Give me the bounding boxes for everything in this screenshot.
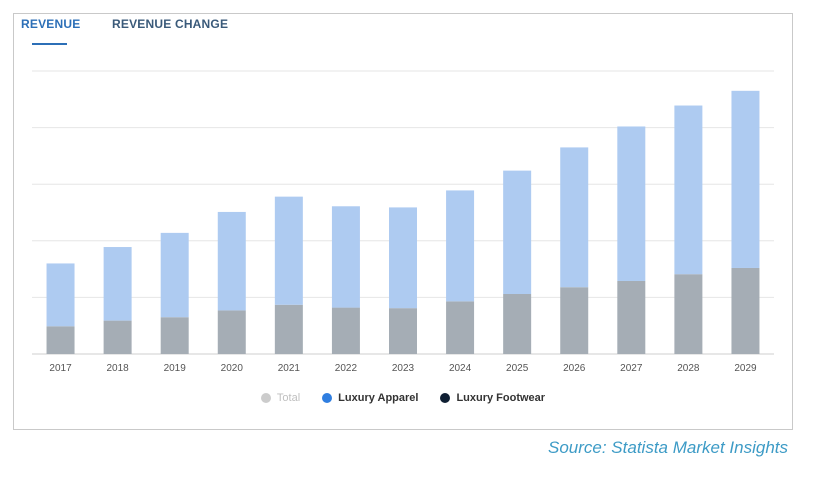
chart-panel: REVENUE REVENUE CHANGE 2017 2018 2019 2020 2… [13, 13, 793, 430]
bar-luxury-apparel-2023[interactable] [389, 207, 417, 309]
bar-luxury-apparel-2022[interactable] [331, 206, 360, 308]
bar-luxury-footwear-2021[interactable] [274, 304, 303, 354]
x-tick-label: 2027 [620, 363, 643, 374]
bar-luxury-footwear-2019[interactable] [160, 317, 189, 354]
bar-chart: 2017 2018 2019 2020 2021 2022 2023 2024 2025 2026… [32, 70, 774, 374]
bar-luxury-footwear-2025[interactable] [503, 294, 532, 354]
x-tick-label: 2026 [563, 363, 586, 374]
legend-item-luxury-apparel[interactable]: Luxury Apparel [322, 390, 418, 406]
bar-luxury-apparel-2019[interactable] [160, 232, 189, 318]
x-tick-label: 2019 [164, 363, 187, 374]
bar-luxury-footwear-2029[interactable] [731, 267, 760, 354]
bar-luxury-footwear-2018[interactable] [103, 320, 132, 354]
bar-luxury-apparel-2025[interactable] [503, 170, 532, 295]
tab-revenue-change[interactable]: REVENUE CHANGE [112, 17, 229, 31]
bar-luxury-footwear-2024[interactable] [446, 301, 475, 354]
tab-revenue[interactable]: REVENUE [21, 17, 81, 31]
legend-dot-luxury-footwear [440, 393, 451, 403]
bar-luxury-footwear-2028[interactable] [674, 274, 703, 354]
x-tick-label: 2020 [221, 363, 244, 374]
x-tick-label: 2018 [106, 363, 129, 374]
bar-luxury-footwear-2026[interactable] [560, 287, 589, 354]
legend-dot-luxury-apparel [322, 393, 333, 403]
bar-luxury-apparel-2028[interactable] [674, 105, 703, 275]
bar-luxury-apparel-2021[interactable] [274, 196, 303, 305]
x-tick-label: 2028 [677, 363, 700, 374]
bar-luxury-apparel-2029[interactable] [731, 90, 760, 268]
active-tab-indicator [32, 43, 67, 45]
bar-luxury-apparel-2026[interactable] [560, 147, 589, 288]
legend-dot-total [260, 393, 271, 403]
bar-luxury-apparel-2018[interactable] [103, 247, 132, 321]
x-tick-label: 2029 [734, 363, 757, 374]
legend-label-total: Total [276, 392, 301, 404]
x-tick-label: 2024 [449, 363, 472, 374]
x-tick-label: 2023 [392, 363, 415, 374]
bar-luxury-apparel-2017[interactable] [46, 263, 75, 327]
legend: Total Luxury Apparel Luxury Footwear [14, 390, 792, 406]
x-tick-label: 2017 [49, 363, 72, 374]
x-tick-label: 2022 [335, 363, 358, 374]
bar-luxury-footwear-2022[interactable] [331, 307, 360, 354]
legend-label-luxury-apparel: Luxury Apparel [338, 392, 419, 404]
bar-luxury-footwear-2017[interactable] [46, 326, 75, 354]
legend-item-luxury-footwear[interactable]: Luxury Footwear [440, 390, 545, 406]
bar-luxury-footwear-2023[interactable] [389, 308, 417, 354]
bar-luxury-footwear-2020[interactable] [217, 310, 246, 354]
legend-label-luxury-footwear: Luxury Footwear [456, 392, 546, 404]
x-tick-label: 2025 [506, 363, 529, 374]
legend-item-total[interactable]: Total [260, 390, 301, 406]
bar-luxury-apparel-2020[interactable] [217, 211, 246, 311]
source-note: Source: Statista Market Insights [548, 438, 788, 457]
tab-bar: REVENUE REVENUE CHANGE [14, 14, 792, 46]
bar-luxury-footwear-2027[interactable] [617, 280, 646, 354]
bar-luxury-apparel-2024[interactable] [446, 190, 475, 302]
bar-luxury-apparel-2027[interactable] [617, 126, 646, 281]
x-tick-label: 2021 [278, 363, 301, 374]
